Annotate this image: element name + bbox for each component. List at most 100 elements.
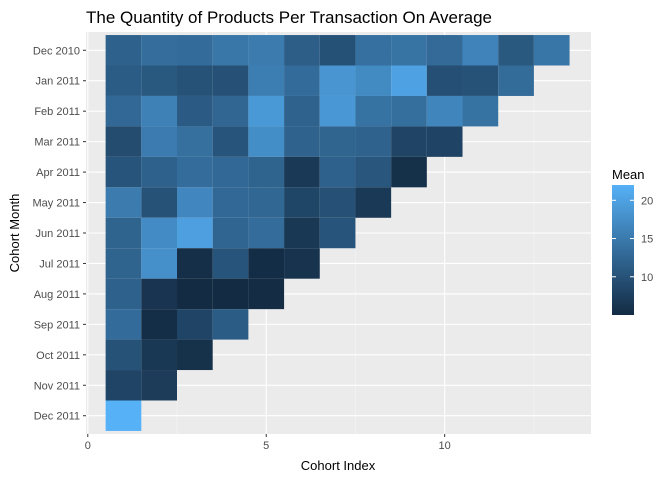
heatmap-cell [177, 309, 213, 340]
y-tick-label: May 2011 [33, 198, 81, 210]
heatmap-cell [141, 126, 178, 157]
legend-tick-label: 10 [641, 272, 653, 284]
heatmap-cell [105, 187, 142, 218]
y-tick-label: Feb 2011 [34, 106, 80, 118]
heatmap-cell [462, 35, 499, 66]
y-tick-label: Aug 2011 [34, 289, 80, 301]
heatmap-cell [105, 217, 142, 249]
heatmap-cell [248, 95, 285, 127]
y-tick-label: Dec 2010 [33, 45, 80, 57]
heatmap-cell [391, 126, 427, 157]
heatmap-cell [248, 35, 285, 66]
legend-ticks: 10 15 20 [612, 195, 653, 284]
heatmap-cell [212, 35, 249, 66]
heatmap-cell [105, 95, 142, 127]
heatmap-cell [355, 35, 392, 66]
heatmap-cell [177, 156, 213, 188]
heatmap-cell [284, 156, 320, 188]
heatmap-cell [177, 95, 213, 127]
heatmap-cell [212, 156, 249, 188]
y-tick-label: Jun 2011 [36, 228, 80, 240]
heatmap-cell [498, 35, 534, 66]
heatmap-cell [105, 278, 142, 310]
heatmap-cell [141, 156, 178, 188]
heatmap-cell [319, 35, 356, 66]
heatmap-cells [105, 35, 570, 431]
heatmap-cell [141, 65, 178, 96]
heatmap-cell [105, 156, 142, 188]
heatmap-cell [319, 65, 356, 96]
heatmap-cell [426, 126, 463, 157]
y-tick-label: Mar 2011 [34, 137, 80, 149]
x-tick-label: 10 [439, 440, 451, 452]
heatmap-cell [248, 187, 285, 218]
heatmap-cell [248, 248, 285, 279]
heatmap-cell [248, 65, 285, 96]
heatmap-cell [105, 248, 142, 279]
legend: Mean 10 15 20 [612, 167, 653, 315]
heatmap-cell [355, 65, 392, 96]
heatmap-cell [212, 65, 249, 96]
heatmap-cell [141, 248, 178, 279]
heatmap-cell [177, 187, 213, 218]
heatmap-cell [248, 278, 285, 310]
y-tick-label: Nov 2011 [34, 380, 80, 392]
heatmap-cell [212, 187, 249, 218]
heatmap-cell [141, 339, 178, 371]
heatmap-cell [284, 187, 320, 218]
y-tick-label: Jul 2011 [39, 258, 80, 270]
heatmap-cell [177, 339, 213, 371]
legend-tick-label: 20 [641, 195, 653, 207]
heatmap-cell [426, 95, 463, 127]
heatmap-cell [212, 278, 249, 310]
heatmap-cell [141, 309, 178, 340]
heatmap-cell [141, 187, 178, 218]
heatmap-cell [319, 187, 356, 218]
heatmap-cell [284, 35, 320, 66]
legend-title: Mean [612, 167, 645, 182]
heatmap-cell [284, 126, 320, 157]
heatmap-cell [284, 65, 320, 96]
heatmap-cell [141, 35, 178, 66]
heatmap-cell [212, 95, 249, 127]
heatmap-cell [177, 217, 213, 249]
heatmap-cell [248, 126, 285, 157]
heatmap-cell [355, 95, 392, 127]
heatmap-cell [284, 248, 320, 279]
heatmap-cell [319, 126, 356, 157]
heatmap-cell [177, 65, 213, 96]
legend-tick-label: 15 [641, 234, 653, 246]
heatmap-cell [391, 65, 427, 96]
heatmap-cell [212, 248, 249, 279]
heatmap-cell [105, 126, 142, 157]
heatmap-cell [177, 248, 213, 279]
heatmap-cell [105, 339, 142, 371]
x-axis-title: Cohort Index [301, 458, 376, 473]
heatmap-cell [248, 217, 285, 249]
x-tick-label: 5 [263, 440, 269, 452]
heatmap-cell [248, 156, 285, 188]
heatmap-cell [177, 35, 213, 66]
y-tick-label: Dec 2011 [34, 411, 80, 423]
x-tick-label: 0 [85, 440, 91, 452]
heatmap-cell [426, 35, 463, 66]
heatmap-cell [284, 95, 320, 127]
heatmap-cell [212, 126, 249, 157]
heatmap-cell [462, 65, 499, 96]
heatmap-cell [391, 35, 427, 66]
heatmap-cell [319, 217, 356, 249]
heatmap-cell [462, 95, 499, 127]
heatmap-cell [533, 35, 570, 66]
heatmap-cell [355, 156, 392, 188]
heatmap-cell [105, 65, 142, 96]
heatmap-cell [426, 65, 463, 96]
heatmap-cell [319, 156, 356, 188]
heatmap-cell [212, 217, 249, 249]
x-axis-ticks: 0 5 10 [85, 434, 451, 452]
legend-colorbar [612, 185, 634, 315]
heatmap-cell [141, 217, 178, 249]
heatmap-cell [105, 309, 142, 340]
heatmap-cell [105, 400, 142, 431]
